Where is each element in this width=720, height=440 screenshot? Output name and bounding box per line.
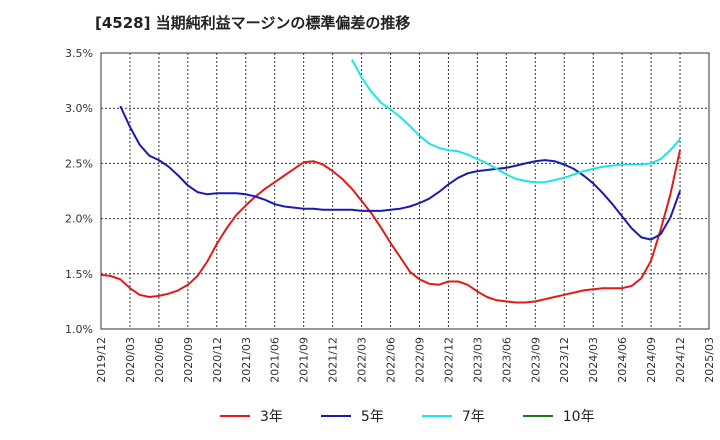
legend-swatch-10y (522, 415, 553, 417)
x-tick-label: 2024/12 (674, 337, 687, 383)
x-tick-label: 2024/06 (616, 337, 629, 383)
x-axis-tick-labels: 2019/12 2020/03 2020/06 2020/09 2020/12 2021/… (95, 337, 716, 383)
x-tick-label: 2019/12 (95, 337, 108, 383)
chart-title: [4528] 当期純利益マージンの標準偏差の推移 (95, 14, 411, 32)
x-tick-label: 2020/06 (153, 337, 166, 383)
x-tick-label: 2025/03 (703, 337, 716, 383)
x-tick-label: 2020/03 (124, 337, 137, 383)
x-tick-label: 2021/09 (298, 337, 311, 383)
x-tick-label: 2021/03 (240, 337, 253, 383)
x-tick-label: 2021/12 (327, 337, 340, 383)
legend-swatch-3y (220, 415, 250, 417)
y-tick-label: 1.0% (65, 323, 93, 336)
x-tick-label: 2023/09 (529, 337, 542, 383)
legend-item-3y: 3年 (220, 406, 283, 426)
legend: 3年 5年 7年 10年 (220, 404, 595, 428)
x-tick-label: 2020/09 (182, 337, 195, 383)
series-lines (100, 59, 681, 304)
legend-item-5y: 5年 (320, 406, 384, 426)
x-tick-label: 2022/03 (356, 337, 369, 383)
series-line-2 (119, 105, 681, 241)
series-line-3 (351, 59, 681, 184)
x-tick-label: 2024/03 (587, 337, 600, 383)
legend-swatch-7y (421, 415, 452, 417)
y-axis-tick-labels: 1.0% 1.5% 2.0% 2.5% 3.0% 3.5% (65, 47, 93, 336)
x-tick-label: 2024/09 (645, 337, 658, 383)
x-tick-label: 2023/06 (500, 337, 513, 383)
legend-item-10y: 10年 (522, 406, 595, 426)
x-tick-label: 2022/06 (385, 337, 398, 383)
legend-label-5y: 5年 (360, 409, 384, 425)
y-tick-label: 2.0% (65, 213, 93, 226)
x-tick-label: 2021/06 (269, 337, 282, 383)
y-tick-label: 3.5% (65, 47, 93, 60)
x-tick-label: 2022/12 (442, 337, 455, 383)
y-tick-label: 2.5% (65, 157, 93, 170)
plot-frame (100, 52, 710, 330)
x-tick-label: 2022/09 (413, 337, 426, 383)
y-tick-label: 1.5% (65, 268, 93, 281)
legend-label-10y: 10年 (562, 409, 595, 425)
legend-label-7y: 7年 (461, 409, 485, 425)
x-tick-label: 2023/03 (471, 337, 484, 383)
series-line-1 (100, 149, 681, 304)
legend-swatch-5y (320, 415, 351, 417)
plot-area (101, 53, 709, 329)
legend-item-7y: 7年 (421, 406, 485, 426)
x-tick-label: 2020/12 (211, 337, 224, 383)
y-tick-label: 3.0% (65, 102, 93, 115)
legend-label-3y: 3年 (260, 409, 283, 425)
x-tick-label: 2023/12 (558, 337, 571, 383)
